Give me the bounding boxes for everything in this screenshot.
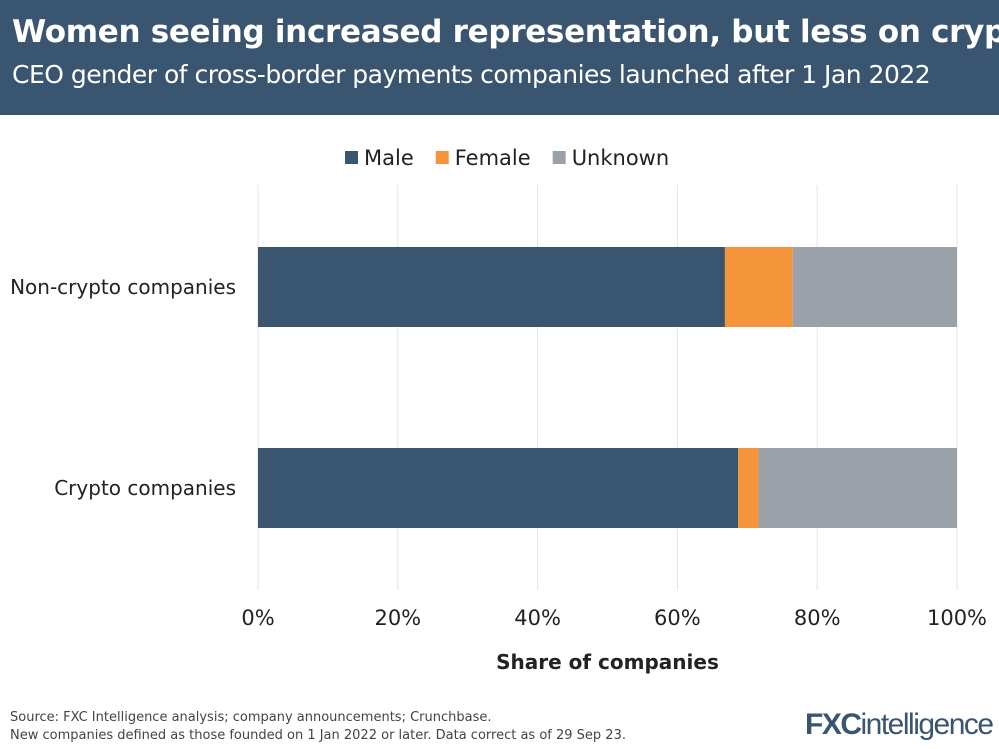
header: Women seeing increased representation, b… xyxy=(0,0,999,115)
x-tick-label: 80% xyxy=(794,606,841,630)
bar-female xyxy=(724,247,793,327)
legend-swatch xyxy=(345,151,358,164)
x-axis-title: Share of companies xyxy=(496,650,719,674)
y-category-label: Non-crypto companies xyxy=(10,275,236,299)
x-tick-label: 40% xyxy=(514,606,561,630)
x-tick-label: 0% xyxy=(241,606,274,630)
legend-label: Female xyxy=(455,146,531,170)
x-tick-label: 100% xyxy=(927,606,987,630)
legend-label: Unknown xyxy=(572,146,669,170)
legend-swatch xyxy=(435,151,449,164)
y-category-label: Crypto companies xyxy=(54,476,236,500)
x-tick-label: 60% xyxy=(654,606,701,630)
chart-title: Women seeing increased representation, b… xyxy=(12,14,999,50)
bar-male xyxy=(258,247,725,327)
definition-note: New companies defined as those founded o… xyxy=(10,728,626,743)
source-note: Source: FXC Intelligence analysis; compa… xyxy=(10,710,492,725)
bar-male xyxy=(258,448,739,528)
bar-unknown xyxy=(792,247,957,327)
bar-female xyxy=(738,448,759,528)
bar-unknown xyxy=(758,448,957,528)
chart-subtitle: CEO gender of cross-border payments comp… xyxy=(12,60,931,89)
legend-swatch xyxy=(552,151,566,164)
fxc-logo: FXCintelligence xyxy=(805,708,994,741)
x-tick-label: 20% xyxy=(374,606,421,630)
legend-label: Male xyxy=(364,146,414,170)
